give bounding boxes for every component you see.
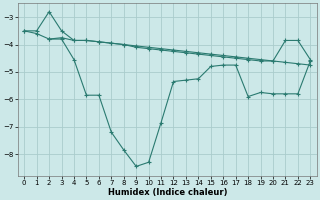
X-axis label: Humidex (Indice chaleur): Humidex (Indice chaleur): [108, 188, 227, 197]
